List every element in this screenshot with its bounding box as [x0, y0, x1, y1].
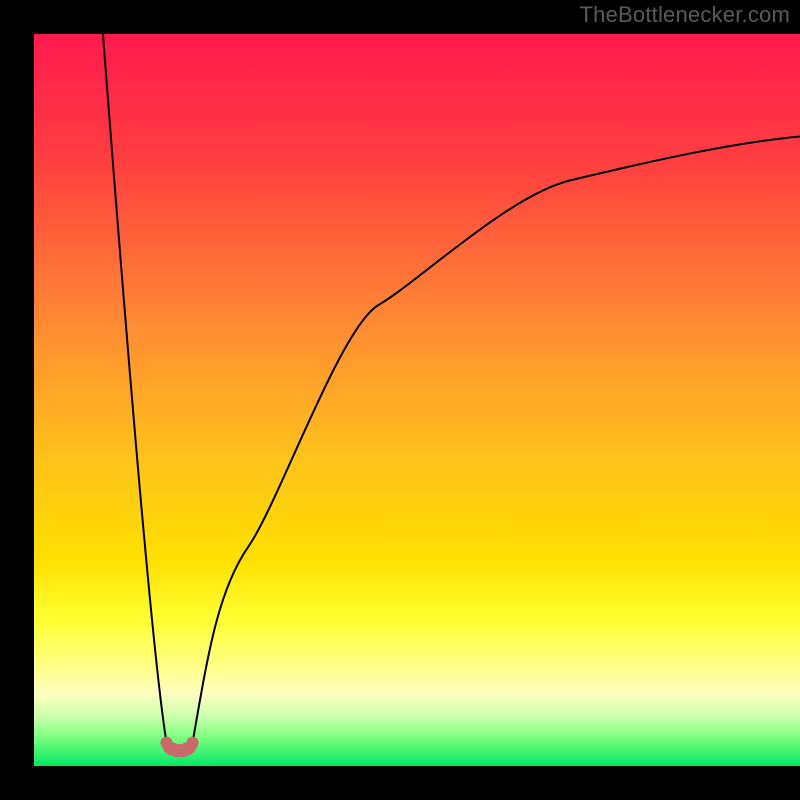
bottleneck-chart	[0, 0, 800, 800]
plot-background-gradient	[34, 34, 800, 766]
chart-root: TheBottleneсker.com	[0, 0, 800, 800]
watermark-text: TheBottleneсker.com	[580, 2, 790, 28]
valley-dot	[187, 737, 199, 749]
